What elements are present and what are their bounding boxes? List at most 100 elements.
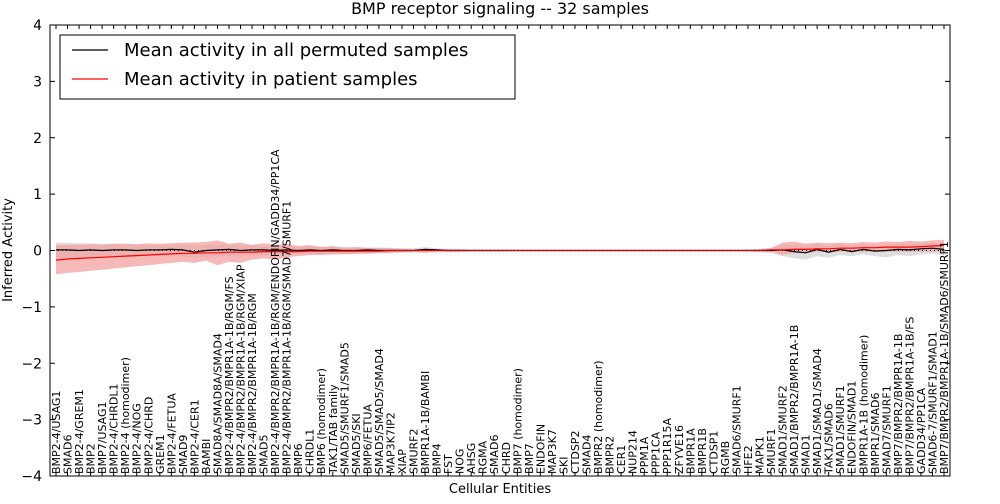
x-tick-label: BMP7 — [523, 443, 536, 474]
series-point-0-75 — [920, 248, 922, 250]
x-tick-label: SMAD5/SMAD5/SMAD4 — [373, 348, 386, 474]
x-tick-label: SMAD1/SMURF2 — [777, 385, 790, 474]
x-tick-label: BMP2-4/BMPR2/BMPR1A-1B/RGM/XIAP — [235, 264, 248, 474]
x-tick-label: SMAD7/SMURF1 — [880, 385, 893, 474]
x-tick-label: BMP7/BMPR2/BMPR1A-1B — [892, 334, 905, 475]
x-tick-label: SMAD1/BMPR2/BMPR1A-1B — [788, 325, 801, 474]
series-point-1-16 — [240, 251, 242, 253]
series-point-1-42 — [540, 250, 542, 252]
series-point-1-72 — [886, 246, 888, 248]
legend-box — [59, 34, 516, 100]
y-tick-label: −2 — [21, 356, 42, 372]
legend-label-permuted: Mean activity in all permuted samples — [124, 40, 468, 61]
y-tick-label: 0 — [33, 244, 42, 260]
x-tick-label: SMAD1/SMAD1/SMAD4 — [811, 348, 824, 474]
x-tick-label: BAMBI — [200, 439, 213, 474]
x-tick-label: SMAD5/SMURF1/SMAD5 — [338, 342, 351, 474]
x-tick-label: BMPR1A — [684, 428, 697, 474]
x-tick-label: BMPR1A-1B (homodimer) — [857, 335, 870, 474]
series-point-0-74 — [909, 249, 911, 251]
x-tick-label: SMAD5/SKI — [350, 413, 363, 474]
x-tick-label: NUP214 — [627, 430, 640, 474]
series-point-1-32 — [424, 250, 426, 252]
series-point-1-6 — [124, 255, 126, 257]
x-tick-label: CHRDL1 — [304, 429, 317, 474]
x-tick-label: BMP2-4/FETUA — [165, 393, 178, 474]
x-tick-label: BMP7/BMPR2/BMPR1A-1B/SMAD6/SMURF1 — [938, 241, 951, 474]
series-point-1-50 — [632, 250, 634, 252]
series-point-1-9 — [159, 254, 161, 256]
series-point-1-0 — [55, 259, 57, 261]
x-tick-label: BMPR2 (homodimer) — [592, 360, 605, 474]
series-point-1-76 — [932, 245, 934, 247]
x-tick-label: BMP7 (homodimer) — [511, 368, 524, 474]
series-point-0-17 — [251, 249, 253, 251]
x-tick-label: CER1 — [615, 445, 628, 474]
x-tick-label: BMP2-4/CHRDL1 — [108, 383, 121, 474]
x-tick-label: SMAD6 — [62, 434, 75, 473]
series-point-1-51 — [643, 250, 645, 252]
x-tick-label: SMAD6/SMURF1 — [730, 385, 743, 474]
x-tick-label: SMAD1 — [800, 435, 813, 474]
series-point-1-26 — [355, 250, 357, 252]
x-tick-label: ENDOFIN/SMAD1 — [846, 381, 859, 474]
x-tick-label: BMP7/BMPR2/BMPR1A-1B/FS — [903, 317, 916, 474]
x-tick-label: SKI — [557, 457, 570, 474]
x-tick-label: MAP3K7IP2 — [384, 412, 397, 474]
series-point-1-7 — [136, 255, 138, 257]
x-tick-label: PPP1R15A — [661, 417, 674, 474]
series-point-1-58 — [724, 250, 726, 252]
series-point-1-40 — [517, 250, 519, 252]
series-point-0-64 — [793, 251, 795, 253]
x-tick-label: TAK1/TAB family — [327, 384, 340, 475]
x-tick-label: SMAD6-7/SMURF1/SMAD1 — [927, 331, 940, 474]
series-point-1-13 — [205, 252, 207, 254]
series-point-0-69 — [851, 251, 853, 253]
series-point-1-68 — [839, 247, 841, 249]
series-point-0-9 — [159, 249, 161, 251]
x-tick-label: PPM1A — [638, 436, 651, 474]
series-point-1-10 — [171, 253, 173, 255]
x-tick-label: SMAD9 — [177, 435, 190, 474]
series-point-0-67 — [828, 251, 830, 253]
series-point-1-2 — [78, 258, 80, 260]
x-tick-label: SMAD1/SMURF1 — [834, 385, 847, 474]
x-tick-label: XIAP — [396, 449, 409, 474]
axis-layer: −4−3−2−101234BMP2-4/USAG1SMAD6BMP2-4/GRE… — [21, 18, 951, 485]
x-tick-label: GREM1 — [154, 434, 167, 474]
series-point-1-57 — [713, 250, 715, 252]
series-line-1 — [55, 244, 945, 261]
x-tick-label: GADD34/PP1CA — [915, 387, 928, 474]
x-tick-label: TAK1/SMAD6 — [823, 403, 836, 475]
legend: Mean activity in all permuted samples Me… — [59, 34, 516, 100]
x-tick-label: SMURF1 — [765, 428, 778, 474]
x-tick-label: BMP2-4/USAG1 — [50, 391, 63, 474]
x-tick-label: BMPR1B — [696, 428, 709, 474]
series-point-1-49 — [620, 250, 622, 252]
series-point-1-66 — [816, 248, 818, 250]
y-tick-label: −1 — [21, 300, 42, 316]
x-tick-label: RGMA — [477, 440, 490, 474]
y-tick-label: 3 — [33, 74, 42, 90]
x-tick-label: BMP2-4/CHRD — [142, 397, 155, 474]
x-tick-label: HFE2 — [742, 445, 755, 474]
x-tick-label: CTDSP2 — [569, 431, 582, 474]
series-point-0-73 — [897, 249, 899, 251]
series-point-1-52 — [655, 250, 657, 252]
series-point-1-8 — [148, 254, 150, 256]
x-tick-label: SMAD6 — [488, 434, 501, 473]
series-point-0-8 — [148, 249, 150, 251]
series-point-0-0 — [55, 249, 57, 251]
series-point-1-18 — [263, 251, 265, 253]
series-point-1-33 — [436, 250, 438, 252]
x-tick-label: BMP6 — [292, 443, 305, 474]
series-point-1-15 — [228, 251, 230, 253]
series-point-1-64 — [793, 249, 795, 251]
x-tick-label: BMP7/USAG1 — [96, 402, 109, 474]
x-tick-label: CTDSP1 — [707, 431, 720, 474]
series-point-1-73 — [897, 246, 899, 248]
x-tick-label: SMAD8A/SMAD8A/SMAD4 — [212, 333, 225, 474]
series-point-1-71 — [874, 247, 876, 249]
x-tick-label: BMP2-4/BMPR2/BMPR1A-1B/RGM/ENDOFIN/GADD3… — [269, 149, 282, 474]
